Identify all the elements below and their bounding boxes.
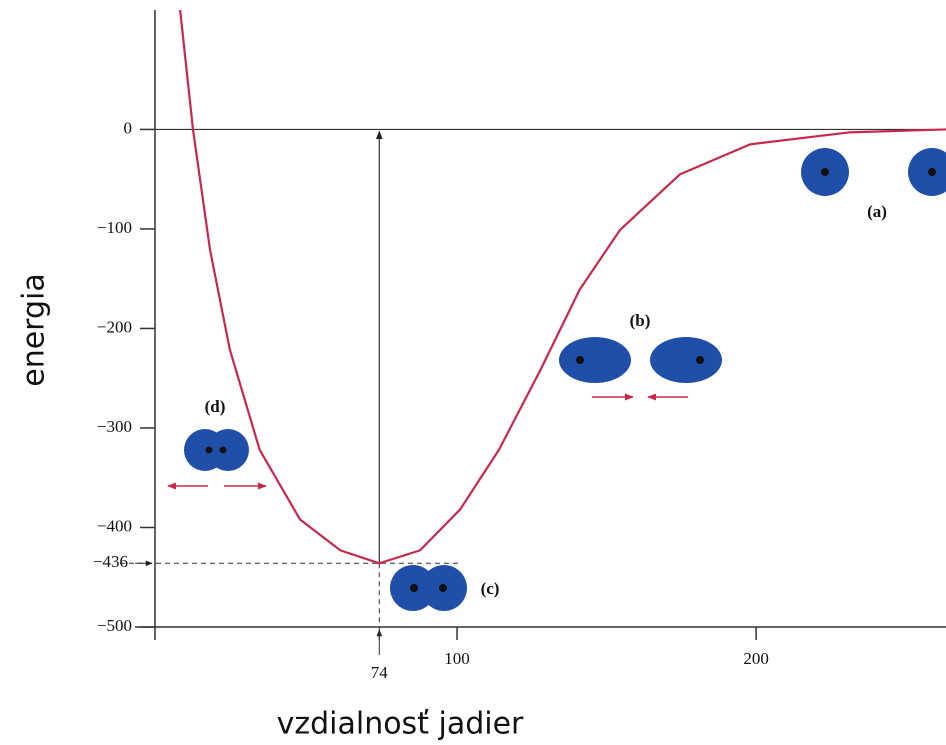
min-y-label: −436 [93,552,128,571]
annotation: (d) [205,397,226,416]
x-tick-label: 100 [444,649,470,668]
y-tick-label: −500 [97,616,132,635]
molecules [184,148,946,611]
x-axis-label: vzdialnosť jadier [277,707,524,742]
annotation: (b) [630,311,651,330]
x-tick-label: 200 [743,649,769,668]
y-tick-label: −200 [97,317,132,336]
annotation: (a) [867,202,887,221]
nuclei [205,168,936,592]
energy-curve [179,9,946,565]
y-tick-label: −100 [97,218,132,237]
y-tick-label: 0 [124,118,133,137]
force-arrows [167,393,688,490]
y-tick-label: −400 [97,516,132,535]
y-axis-label: energia [17,273,52,387]
min-x-label: 74 [371,663,389,682]
y-tick-label: −300 [97,417,132,436]
annotation: (c) [481,579,500,598]
